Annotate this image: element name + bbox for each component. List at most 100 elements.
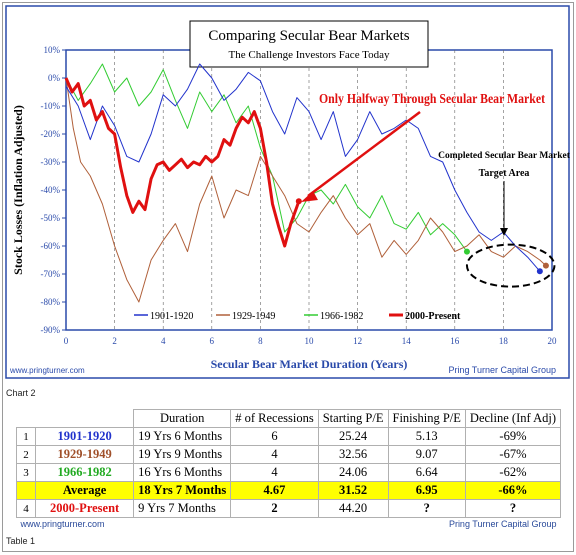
x-tick-label: 18 [499,336,509,346]
row-index: 4 [15,499,37,518]
average-label: Average [35,481,135,500]
row-name: 1901-1920 [35,427,135,446]
row-finishing-pe: ? [387,499,466,518]
series-line-2000-Present [64,77,301,248]
row-recessions: 4 [230,463,319,482]
row-index: 3 [15,463,37,482]
series-line-1901-1920 [65,63,541,272]
x-axis-label: Secular Bear Market Duration (Years) [211,357,408,371]
end-marker [463,248,470,255]
header-finishing-pe: Finishing P/E [387,409,466,428]
legend-label: 1929-1949 [232,311,275,322]
annotation-completed: Completed Secular Bear Market [438,151,571,161]
target-arrow-head [500,228,508,236]
row-decline: ? [464,499,562,518]
x-tick-label: 4 [161,336,166,346]
header-decline: Decline (Inf Adj) [464,409,562,428]
table-footer-site: www.pringturner.com [20,519,105,529]
y-tick-label: -50% [41,213,61,223]
row-duration: 19 Yrs 6 Months [133,427,232,446]
comparison-table: Duration # of Recessions Starting P/E Fi… [15,409,562,531]
chart: 10% 0% -10% -20% -30% -40% -50% -60% -70% -80% -90… [5,5,571,379]
table-row: 1 1901-1920 19 Yrs 6 Months 6 25.24 5.13… [15,427,562,446]
average-starting-pe: 31.52 [317,481,389,500]
row-starting-pe: 24.06 [317,463,389,482]
y-axis-label: Stock Losses (Inflation Adjusted) [11,105,25,275]
annotation-arrow-line [307,111,421,197]
title-box [189,20,429,68]
header-blank [16,409,135,428]
target-ellipse [465,243,556,288]
row-decline: -62% [464,463,562,482]
end-marker [542,262,549,269]
header-starting-pe: Starting P/E [317,409,389,428]
end-marker [536,268,543,275]
row-starting-pe: 44.20 [317,499,389,518]
average-finishing-pe: 6.95 [387,481,466,500]
y-tick-label: -80% [41,297,61,307]
x-tick-label: 20 [548,336,558,346]
legend-label: 1901-1920 [150,311,193,322]
table-caption: Table 1 [6,536,36,546]
x-tick-label: 10 [305,336,315,346]
row-index: 2 [15,445,37,464]
row-finishing-pe: 5.13 [387,427,466,446]
table-row: 2 1929-1949 19 Yrs 9 Months 4 32.56 9.07… [15,445,562,464]
legend-label: 2000-Present [405,311,461,322]
average-row: Average 18 Yrs 7 Months 4.67 31.52 6.95 … [15,481,562,500]
chart-subtitle: The Challenge Investors Face Today [229,49,390,61]
y-tick-label: 10% [44,45,61,55]
x-tick-label: 8 [258,336,263,346]
row-duration: 16 Yrs 6 Months [133,463,232,482]
row-recessions: 2 [230,499,319,518]
row-duration: 19 Yrs 9 Months [133,445,232,464]
present-row: 4 2000-Present 9 Yrs 7 Months 2 44.20 ? … [15,499,562,518]
table-row: 3 1966-1982 16 Yrs 6 Months 4 24.06 6.64… [15,463,562,482]
y-tick-label: -70% [41,269,61,279]
chart-footer-firm: Pring Turner Capital Group [448,365,556,375]
y-tick-label: -60% [41,241,61,251]
x-tick-label: 16 [450,336,460,346]
row-recessions: 6 [230,427,319,446]
row-index: 1 [15,427,37,446]
row-index [15,481,37,500]
average-recessions: 4.67 [230,481,319,500]
chart-border [5,5,570,379]
legend-label: 1966-1982 [320,311,363,322]
end-marker [295,198,302,205]
y-tick-label: -10% [41,101,61,111]
y-tick-label: 0% [48,73,61,83]
row-decline: -69% [464,427,562,446]
header-recessions: # of Recessions [230,409,319,428]
row-duration: 9 Yrs 7 Months [133,499,232,518]
y-tick-label: -30% [41,157,61,167]
table-header-row: Duration # of Recessions Starting P/E Fi… [16,409,562,428]
x-tick-label: 6 [210,336,215,346]
x-tick-label: 0 [64,336,69,346]
row-name: 2000-Present [35,499,135,518]
x-tick-label: 12 [353,336,362,346]
annotation-arrow-head [301,191,318,202]
x-tick-label: 14 [402,336,412,346]
row-starting-pe: 25.24 [317,427,389,446]
header-duration: Duration [133,409,232,428]
series-line-1929-1949 [65,77,547,303]
row-name: 1966-1982 [35,463,135,482]
x-tick-label: 2 [112,336,117,346]
table-footer-firm: Pring Turner Capital Group [448,519,557,529]
y-tick-label: -40% [41,185,61,195]
row-name: 1929-1949 [35,445,135,464]
row-starting-pe: 32.56 [317,445,389,464]
row-decline: -67% [464,445,562,464]
y-tick-label: -20% [41,129,61,139]
chart-footer-site: www.pringturner.com [9,366,85,375]
row-recessions: 4 [230,445,319,464]
chart-title: Comparing Secular Bear Markets [208,28,409,44]
annotation-halfway: Only Halfway Through Secular Bear Market [319,92,545,107]
chart-caption: Chart 2 [6,388,36,398]
annotation-target: Target Area [479,168,530,179]
table-footer-row: www.pringturner.com Pring Turner Capital… [17,518,561,531]
row-finishing-pe: 6.64 [387,463,466,482]
y-tick-label: -90% [41,325,61,335]
